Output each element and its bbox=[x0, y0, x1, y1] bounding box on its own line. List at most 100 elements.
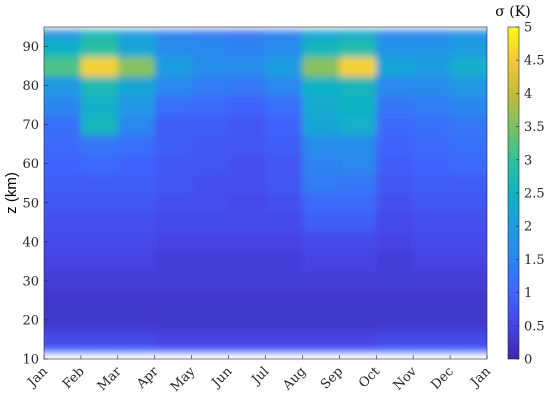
heatmap-cell bbox=[191, 212, 230, 233]
heatmap-cell bbox=[117, 56, 156, 77]
colorbar-tick-label: 4.5 bbox=[524, 54, 545, 69]
heatmap-cell bbox=[339, 114, 377, 136]
y-tick-label: 60 bbox=[22, 157, 39, 172]
heatmap-cell bbox=[191, 232, 230, 253]
heatmap-cell bbox=[450, 251, 487, 272]
heatmap-cell bbox=[265, 232, 304, 253]
heatmap-cell bbox=[117, 212, 156, 233]
heatmap-cell bbox=[44, 134, 82, 155]
heatmap-cell bbox=[80, 38, 119, 57]
heatmap-cell bbox=[228, 134, 267, 155]
heatmap-cell bbox=[117, 271, 156, 292]
heatmap-cell bbox=[80, 290, 119, 311]
y-tick-label: 30 bbox=[22, 274, 39, 289]
heatmap-cell bbox=[154, 30, 193, 40]
heatmap-cell bbox=[265, 173, 304, 194]
heatmap-cell bbox=[117, 232, 156, 253]
heatmap-cell bbox=[117, 251, 156, 272]
heatmap-cell bbox=[302, 232, 340, 253]
heatmap-cell bbox=[265, 153, 304, 175]
heatmap-cell bbox=[339, 271, 377, 292]
heatmap-cell bbox=[450, 290, 487, 311]
heatmap-cell bbox=[191, 56, 230, 77]
heatmap-cell bbox=[80, 173, 119, 194]
x-tick-label: Mar bbox=[95, 364, 125, 394]
heatmap-cell bbox=[44, 310, 82, 331]
heatmap-cell bbox=[228, 38, 267, 57]
heatmap-cell bbox=[376, 310, 414, 331]
colorbar-label: σ (K) bbox=[495, 4, 530, 20]
heatmap-cell bbox=[376, 193, 414, 214]
heatmap-cell bbox=[154, 193, 193, 214]
heatmap-cell bbox=[117, 193, 156, 214]
heatmap-cell bbox=[450, 114, 487, 136]
heatmap-cell bbox=[154, 134, 193, 155]
heatmap-cell bbox=[376, 290, 414, 311]
heatmap-cell bbox=[154, 95, 193, 116]
heatmap-cell bbox=[44, 114, 82, 136]
heatmap-cell bbox=[154, 271, 193, 292]
heatmap-cell bbox=[228, 329, 267, 346]
colorbar-tick-label: 3.5 bbox=[524, 120, 545, 135]
heatmap-cell bbox=[376, 271, 414, 292]
heatmap-cell bbox=[265, 290, 304, 311]
x-tick-label: Oct bbox=[356, 364, 384, 392]
heatmap-cell bbox=[450, 345, 487, 352]
heatmap-cell bbox=[154, 153, 193, 175]
y-tick-label: 10 bbox=[22, 353, 39, 368]
x-tick-label: Apr bbox=[133, 364, 162, 393]
colorbar-tick-label: 1 bbox=[524, 286, 532, 301]
heatmap-cell bbox=[117, 310, 156, 331]
y-tick-label: 50 bbox=[22, 196, 39, 211]
heatmap-cell bbox=[117, 173, 156, 194]
heatmap-cell bbox=[339, 232, 377, 253]
heatmap-cell bbox=[265, 193, 304, 214]
heatmap-cell bbox=[265, 212, 304, 233]
heatmap-cell bbox=[376, 173, 414, 194]
heatmap-cell bbox=[191, 173, 230, 194]
y-tick-label: 40 bbox=[22, 235, 39, 250]
heatmap-cell bbox=[302, 38, 340, 57]
heatmap-cell bbox=[265, 251, 304, 272]
heatmap-cell bbox=[228, 95, 267, 116]
heatmap-cell bbox=[117, 38, 156, 57]
heatmap-cell bbox=[191, 75, 230, 96]
heatmap-cell bbox=[44, 271, 82, 292]
heatmap-cell bbox=[302, 310, 340, 331]
heatmap-cell bbox=[228, 114, 267, 136]
heatmap-cell bbox=[302, 251, 340, 272]
heatmap-cell bbox=[339, 56, 377, 77]
heatmap-cell bbox=[376, 232, 414, 253]
heatmap-cell bbox=[117, 329, 156, 346]
heatmap-cell bbox=[117, 290, 156, 311]
heatmap-cell bbox=[413, 251, 451, 272]
heatmap-cell bbox=[450, 38, 487, 57]
heatmap-cell bbox=[302, 193, 340, 214]
colorbar: 0 0.5 1 1.5 2 2.5 3 3.5 4 4.5 5 σ (K) bbox=[495, 4, 544, 368]
heatmap-cell bbox=[228, 30, 267, 40]
heatmap-cell bbox=[154, 114, 193, 136]
heatmap-cell bbox=[44, 56, 82, 77]
heatmap-cell bbox=[117, 114, 156, 136]
heatmap-cell bbox=[339, 345, 377, 352]
colorbar-ticks: 0 0.5 1 1.5 2 2.5 3 3.5 4 4.5 5 bbox=[516, 21, 545, 368]
y-tick-label: 70 bbox=[22, 118, 39, 133]
heatmap-cell bbox=[80, 212, 119, 233]
heatmap-cell bbox=[376, 329, 414, 346]
heatmap-cell bbox=[339, 173, 377, 194]
heatmap-cell bbox=[339, 329, 377, 346]
heatmap-cell bbox=[44, 75, 82, 96]
y-axis-label: z (km) bbox=[3, 172, 20, 214]
heatmap-cell bbox=[302, 56, 340, 77]
heatmap-cell bbox=[376, 251, 414, 272]
heatmap-cell bbox=[265, 271, 304, 292]
heatmap-cell bbox=[413, 153, 451, 175]
heatmap-cell bbox=[302, 290, 340, 311]
heatmap-cell bbox=[44, 329, 82, 346]
heatmap-cell bbox=[376, 134, 414, 155]
heatmap-cell bbox=[265, 75, 304, 96]
heatmap-cell bbox=[339, 310, 377, 331]
heatmap-cell bbox=[413, 173, 451, 194]
heatmap-cell bbox=[450, 232, 487, 253]
